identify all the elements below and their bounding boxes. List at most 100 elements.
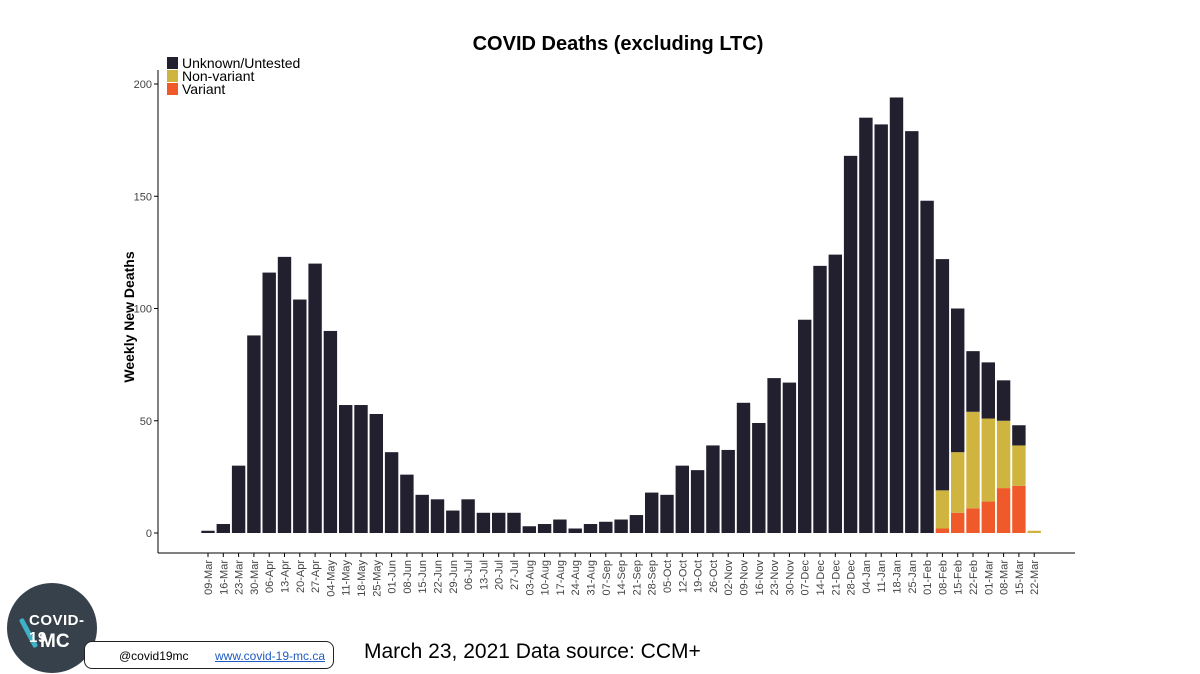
bar-non-variant: [981, 418, 995, 502]
x-tick-label: 16-Mar: [218, 560, 230, 595]
legend-label: Variant: [182, 81, 225, 97]
x-tick-label: 13-Apr: [280, 560, 292, 593]
bar-unknown-untested: [293, 299, 307, 533]
bar-unknown-untested: [583, 524, 598, 533]
x-tick-label: 21-Sep: [631, 560, 643, 595]
legend-label: Unknown/Untested: [182, 55, 300, 71]
chart: COVID Deaths (excluding LTC) Weekly New …: [121, 33, 1075, 597]
bar-unknown-untested: [522, 526, 536, 533]
x-tick-label: 19-Oct: [693, 560, 705, 593]
bar-unknown-untested: [951, 308, 965, 453]
bar-unknown-untested: [721, 449, 735, 533]
x-tick-label: 15-Jun: [417, 560, 429, 594]
bar-unknown-untested: [492, 512, 506, 533]
x-tick-label: 25-Jan: [907, 560, 919, 594]
bar-variant: [996, 488, 1011, 533]
bar-unknown-untested: [782, 382, 797, 533]
bar-variant: [1012, 485, 1026, 533]
x-tick-label: 12-Oct: [677, 560, 689, 593]
bar-variant: [966, 508, 980, 533]
y-tick-label: 100: [134, 304, 152, 316]
bar-unknown-untested: [599, 521, 613, 533]
bar-unknown-untested: [843, 155, 858, 533]
x-tick-label: 31-Aug: [586, 560, 598, 595]
bar-unknown-untested: [675, 465, 689, 533]
bar-unknown-untested: [201, 530, 215, 533]
x-tick-label: 21-Dec: [830, 560, 842, 596]
legend-swatch: [167, 83, 178, 95]
bar-unknown-untested: [415, 494, 429, 533]
bar-unknown-untested: [706, 445, 720, 533]
x-tick-label: 04-May: [325, 560, 337, 597]
x-tick-label: 16-Nov: [754, 560, 766, 596]
x-tick-label: 06-Jul: [463, 560, 475, 590]
x-tick-label: 11-May: [341, 560, 353, 596]
logo-text-line2: MC: [40, 631, 70, 652]
bar-unknown-untested: [859, 117, 873, 534]
x-tick-label: 27-Apr: [310, 560, 322, 593]
x-tick-label: 18-May: [356, 560, 368, 597]
bar-unknown-untested: [798, 319, 812, 533]
x-tick-label: 17-Aug: [555, 560, 567, 595]
x-tick-label: 04-Jan: [861, 560, 873, 594]
x-tick-label: 09-Nov: [739, 560, 751, 596]
bar-unknown-untested: [614, 519, 628, 533]
bars: [201, 97, 1041, 534]
bar-unknown-untested: [874, 124, 888, 533]
bar-unknown-untested: [384, 452, 399, 533]
x-tick-label: 23-Nov: [769, 560, 781, 596]
x-tick-label: 29-Jun: [448, 560, 460, 594]
bar-variant: [981, 501, 995, 533]
x-tick-label: 30-Nov: [784, 560, 796, 596]
bar-unknown-untested: [507, 512, 521, 533]
x-tick-label: 18-Jan: [892, 560, 904, 594]
social-box: @covid19mc www.covid-19-mc.ca: [84, 641, 334, 669]
bar-unknown-untested: [736, 402, 751, 533]
bar-unknown-untested: [277, 256, 292, 533]
twitter-handle: @covid19mc: [119, 649, 189, 663]
website-link[interactable]: www.covid-19-mc.ca: [215, 649, 326, 663]
chart-title: COVID Deaths (excluding LTC): [473, 33, 764, 55]
x-tick-label: 22-Jun: [433, 560, 445, 594]
logo-text-line1: COVID-19: [29, 612, 85, 646]
legend-swatch: [167, 57, 178, 69]
x-tick-label: 07-Dec: [800, 560, 812, 596]
bar-unknown-untested: [935, 259, 950, 491]
bar-non-variant: [1027, 530, 1041, 533]
x-tick-label: 28-Dec: [846, 560, 858, 596]
x-tick-label: 24-Aug: [570, 560, 582, 595]
bar-unknown-untested: [660, 494, 674, 533]
bar-unknown-untested: [323, 330, 338, 533]
x-tick-label: 09-Mar: [203, 560, 215, 595]
x-tick-label: 01-Mar: [983, 560, 995, 595]
bar-unknown-untested: [400, 474, 414, 533]
bar-unknown-untested: [262, 272, 276, 533]
bar-unknown-untested: [568, 528, 582, 533]
bar-non-variant: [966, 411, 980, 509]
x-tick-label: 02-Nov: [723, 560, 735, 596]
x-tick-label: 11-Jan: [876, 560, 888, 593]
covid-19-mc-logo: COVID-19 MC: [7, 583, 97, 673]
x-tick-label: 26-Oct: [708, 560, 720, 593]
bar-unknown-untested: [231, 465, 246, 533]
bar-unknown-untested: [905, 131, 919, 533]
x-tick-label: 28-Sep: [647, 560, 659, 595]
y-tick-label: 0: [146, 528, 152, 540]
x-tick-label: 07-Sep: [601, 560, 613, 595]
x-tick-label: 06-Apr: [264, 560, 276, 593]
x-tick-label: 08-Jun: [402, 560, 414, 594]
x-tick-label: 01-Jun: [387, 560, 399, 594]
bar-unknown-untested: [308, 263, 322, 533]
bar-non-variant: [996, 420, 1011, 489]
bar-variant: [951, 512, 965, 533]
x-tick-label: 14-Sep: [616, 560, 628, 595]
y-tick-label: 150: [134, 191, 152, 203]
bar-unknown-untested: [537, 524, 552, 533]
bar-unknown-untested: [354, 405, 368, 533]
x-tick-label: 20-Apr: [295, 560, 307, 593]
bar-non-variant: [951, 452, 965, 513]
x-tick-label: 30-Mar: [249, 560, 261, 595]
x-tick-label: 10-Aug: [540, 560, 552, 595]
bar-unknown-untested: [629, 515, 644, 533]
